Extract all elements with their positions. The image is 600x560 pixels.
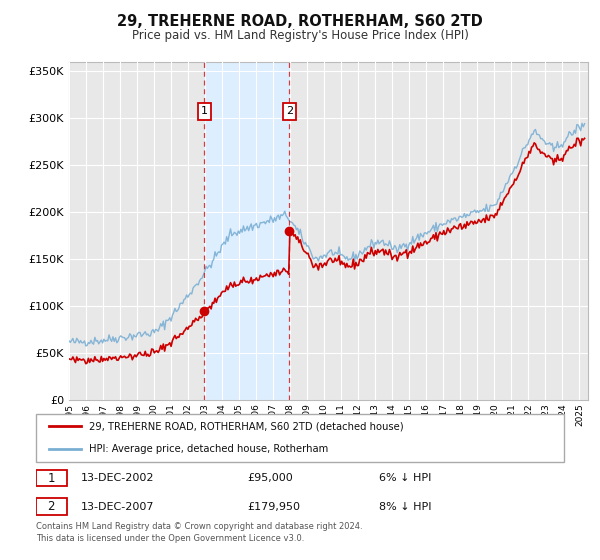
Text: 1: 1: [201, 106, 208, 116]
Bar: [205, 62, 289, 400]
Text: 8% ↓ HPI: 8% ↓ HPI: [379, 502, 432, 511]
Text: 13-DEC-2002: 13-DEC-2002: [81, 473, 154, 483]
Text: HPI: Average price, detached house, Rotherham: HPI: Average price, detached house, Roth…: [89, 444, 328, 454]
Text: Price paid vs. HM Land Registry's House Price Index (HPI): Price paid vs. HM Land Registry's House …: [131, 29, 469, 42]
Text: 2: 2: [47, 500, 55, 513]
Text: This data is licensed under the Open Government Licence v3.0.: This data is licensed under the Open Gov…: [36, 534, 304, 543]
FancyBboxPatch shape: [36, 498, 67, 515]
Text: 2: 2: [286, 106, 293, 116]
Text: 6% ↓ HPI: 6% ↓ HPI: [379, 473, 431, 483]
Text: 29, TREHERNE ROAD, ROTHERHAM, S60 2TD: 29, TREHERNE ROAD, ROTHERHAM, S60 2TD: [117, 14, 483, 29]
Text: £179,950: £179,950: [247, 502, 300, 511]
Text: 13-DEC-2007: 13-DEC-2007: [81, 502, 154, 511]
FancyBboxPatch shape: [36, 414, 564, 462]
Text: 29, TREHERNE ROAD, ROTHERHAM, S60 2TD (detached house): 29, TREHERNE ROAD, ROTHERHAM, S60 2TD (d…: [89, 421, 403, 431]
Text: £95,000: £95,000: [247, 473, 293, 483]
Text: Contains HM Land Registry data © Crown copyright and database right 2024.: Contains HM Land Registry data © Crown c…: [36, 522, 362, 531]
FancyBboxPatch shape: [36, 470, 67, 487]
Text: 1: 1: [47, 472, 55, 485]
